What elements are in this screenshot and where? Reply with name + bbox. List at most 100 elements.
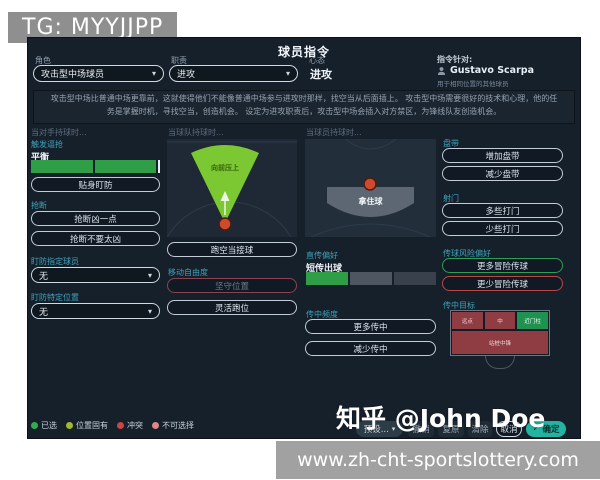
legend: 已选 位置固有 冲突 不可选择 <box>31 420 194 431</box>
mark-player-dropdown[interactable]: 无 ▾ <box>31 267 160 283</box>
cross-more-button[interactable]: 更多传中 <box>305 319 436 334</box>
position-default-dot-icon <box>66 422 73 429</box>
chevron-down-icon: ▾ <box>147 306 152 316</box>
mark-player-label: 盯防指定球员 <box>31 257 79 266</box>
player-position-dot <box>363 177 377 191</box>
player-position-dot <box>218 217 232 231</box>
role-description: 攻击型中场比普通中场更靠前，这就使得他们不能像普通中场参与进攻时那样，找空当从后… <box>33 90 575 124</box>
chevron-down-icon: ▾ <box>147 270 152 280</box>
check-icon: ✓ <box>532 424 540 434</box>
dribbling-label: 盘带 <box>443 139 459 148</box>
undo-button[interactable]: 撤销 <box>408 421 434 437</box>
forward-run-cone <box>191 145 259 223</box>
clear-button[interactable]: 清除 <box>468 421 492 437</box>
dribble-less-button[interactable]: 减少盘带 <box>442 166 563 181</box>
dribble-more-button[interactable]: 增加盘带 <box>442 148 563 163</box>
target-player-row: Gustavo Scarpa <box>437 65 534 76</box>
conflict-dot-icon <box>117 422 124 429</box>
tackling-label: 抢断 <box>31 201 47 210</box>
cross-target-target-man[interactable]: 站桩中锋 <box>451 330 549 355</box>
passing-directness-slider[interactable] <box>306 272 436 285</box>
page-title: 球员指令 <box>277 45 330 59</box>
legend-unavailable: 不可选择 <box>152 420 194 431</box>
target-label: 指令针对: <box>437 55 473 64</box>
crossing-frequency-label: 传中频度 <box>306 310 338 319</box>
cone-label: 向前压上 <box>211 164 239 172</box>
hold-ball-pitch-graphic[interactable]: 拿住球 <box>305 139 436 237</box>
chevron-down-icon: ▾ <box>151 69 156 78</box>
mark-player-value: 无 <box>39 271 49 282</box>
legend-label: 位置固有 <box>76 421 108 430</box>
shoot-less-button[interactable]: 少些打门 <box>442 221 563 236</box>
section-opponent-header: 当对手持球时... <box>31 128 87 137</box>
legend-label: 冲突 <box>127 421 143 430</box>
hold-ball-label: 拿住球 <box>358 197 383 206</box>
cancel-button[interactable]: 取消 <box>496 421 522 437</box>
shoot-more-button[interactable]: 多些打门 <box>442 203 563 218</box>
roam-button[interactable]: 灵活跑位 <box>167 300 297 315</box>
attack-cone-graphic <box>167 141 297 237</box>
tight-marking-button[interactable]: 贴身盯防 <box>31 177 160 192</box>
cross-target-center[interactable]: 中 <box>483 311 517 331</box>
run-into-space-button[interactable]: 跑空当接球 <box>167 242 297 257</box>
risky-passes-more-button[interactable]: 更多冒险传球 <box>442 258 563 273</box>
chevron-down-icon: ▾ <box>285 69 290 78</box>
selected-dot-icon <box>31 422 38 429</box>
movement-freedom-label: 移动自由度 <box>168 268 208 277</box>
mark-position-value: 无 <box>39 307 49 318</box>
legend-conflict: 冲突 <box>117 420 143 431</box>
shooting-label: 射门 <box>443 194 459 203</box>
legend-label: 不可选择 <box>162 421 194 430</box>
passing-directness-label: 直传偏好 <box>306 251 338 260</box>
section-player-header: 当球员持球时... <box>306 128 362 137</box>
mark-position-label: 盯防特定位置 <box>31 293 79 302</box>
restore-button[interactable]: 复原 <box>438 421 464 437</box>
mentality-value: 进攻 <box>310 68 332 81</box>
role-label: 角色 <box>35 56 51 65</box>
confirm-label: 确定 <box>542 425 560 435</box>
tackle-easier-button[interactable]: 抢断不要太凶 <box>31 231 160 246</box>
role-value: 攻击型中场球员 <box>41 70 105 80</box>
hold-position-button[interactable]: 坚守位置 <box>167 278 297 293</box>
penalty-arc <box>485 356 515 369</box>
role-dropdown[interactable]: 攻击型中场球员 ▾ <box>33 65 164 82</box>
mark-position-dropdown[interactable]: 无 ▾ <box>31 303 160 319</box>
legend-selected: 已选 <box>31 420 57 431</box>
passing-directness-value: 短传出球 <box>306 264 343 274</box>
pressing-value: 平衡 <box>31 153 50 163</box>
confirm-button[interactable]: ✓ 确定 <box>526 421 566 437</box>
cross-target-diagram: 远点 中 近门柱 站桩中锋 <box>450 310 550 356</box>
target-note: 用于相同位置的其他球员 <box>437 80 509 88</box>
hold-ball-zone <box>327 187 414 217</box>
pressing-slider[interactable] <box>31 160 160 173</box>
passing-risk-label: 传球风险偏好 <box>443 249 491 258</box>
cross-target-label: 传中目标 <box>443 301 475 310</box>
movement-pitch-graphic[interactable]: 向前压上 <box>167 139 297 237</box>
bottom-banner: www.zh-cht-sportslottery.com <box>0 440 600 480</box>
cross-target-near-post[interactable]: 近门柱 <box>516 311 550 331</box>
url-watermark: www.zh-cht-sportslottery.com <box>276 441 600 479</box>
presets-label: 预设... <box>363 425 389 435</box>
tg-watermark: TG: MYYJJPP <box>8 12 178 43</box>
legend-label: 已选 <box>41 421 57 430</box>
cross-target-far-post[interactable]: 远点 <box>451 311 484 331</box>
zhihu-watermark: 知乎 @John Doe <box>336 404 546 433</box>
player-portrait-icon <box>437 67 446 75</box>
duty-label: 职责 <box>171 56 187 65</box>
chevron-down-icon: ▾ <box>391 425 396 433</box>
section-team-header: 当球队持球时... <box>168 128 224 137</box>
player-instructions-window: 球员指令 角色 攻击型中场球员 ▾ 职责 进攻 ▾ 心态 进攻 指令针对: Gu… <box>28 38 580 438</box>
legend-position-default: 位置固有 <box>66 420 108 431</box>
cross-less-button[interactable]: 减少传中 <box>305 341 436 356</box>
duty-value: 进攻 <box>177 70 196 80</box>
target-player-name: Gustavo Scarpa <box>450 65 534 76</box>
risky-passes-less-button[interactable]: 更少冒险传球 <box>442 276 563 291</box>
mentality-label: 心态 <box>309 56 325 65</box>
unavailable-dot-icon <box>152 422 159 429</box>
presets-button[interactable]: 预设... ▾ <box>356 421 403 437</box>
tackle-harder-button[interactable]: 抢断凶一点 <box>31 211 160 226</box>
hold-ball-graphic <box>310 139 431 237</box>
duty-dropdown[interactable]: 进攻 ▾ <box>169 65 298 82</box>
pressing-label: 触发逼抢 <box>31 140 63 149</box>
